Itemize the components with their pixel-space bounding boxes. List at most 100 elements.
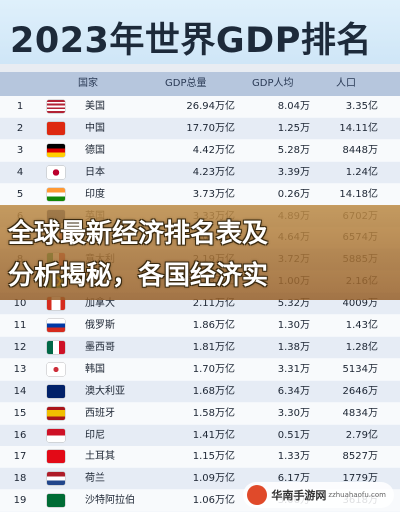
au-flag-icon — [47, 384, 65, 398]
overlay-line-1: 全球最新经济排名表及 — [8, 219, 269, 249]
rank-cell: 16 — [13, 429, 27, 441]
per-capita-cell: 1.33万 — [277, 451, 310, 463]
de-flag-icon — [47, 143, 65, 157]
population-cell: 1.24亿 — [345, 166, 378, 178]
gdp-cell: 1.15万亿 — [192, 451, 235, 463]
population-cell: 14.18亿 — [339, 188, 378, 200]
header-country: 国家 — [78, 78, 98, 89]
population-cell: 1779万 — [342, 473, 378, 485]
table-row: 3 德国 4.42万亿 5.28万 8448万 — [0, 139, 400, 161]
table-header: 国家 GDP总量 GDP人均 人口 — [0, 72, 400, 96]
page-title: 2023年世界GDP排名 — [10, 21, 372, 61]
header-gdp: GDP总量 — [165, 78, 207, 89]
rank-cell: 14 — [13, 385, 27, 397]
table-row: 12 墨西哥 1.81万亿 1.38万 1.28亿 — [0, 336, 400, 358]
rank-cell: 3 — [16, 144, 24, 156]
table-row: 14 澳大利亚 1.68万亿 6.34万 2646万 — [0, 380, 400, 402]
country-cell: 印尼 — [85, 429, 105, 441]
country-cell: 墨西哥 — [85, 341, 115, 353]
population-cell: 8448万 — [342, 144, 378, 156]
nl-flag-icon — [47, 472, 65, 486]
country-cell: 西班牙 — [85, 407, 115, 419]
gdp-cell: 1.41万亿 — [192, 429, 235, 441]
es-flag-icon — [47, 406, 65, 420]
title-overlay-banner: 全球最新经济排名表及 分析揭秘，各国经济实 — [0, 205, 400, 300]
rank-cell: 13 — [13, 363, 27, 375]
per-capita-cell: 6.34万 — [277, 385, 310, 397]
population-cell: 1.28亿 — [345, 341, 378, 353]
rank-cell: 15 — [13, 407, 27, 419]
country-cell: 美国 — [85, 101, 105, 112]
country-cell: 沙特阿拉伯 — [85, 495, 135, 507]
gdp-cell: 4.23万亿 — [192, 166, 235, 178]
population-cell: 5134万 — [342, 363, 378, 375]
country-cell: 印度 — [85, 188, 105, 200]
rank-cell: 4 — [16, 166, 24, 178]
population-cell: 2646万 — [342, 385, 378, 397]
table-row: 4 日本 4.23万亿 3.39万 1.24亿 — [0, 161, 400, 183]
watermark: 华南手游网 zzhuahaofu.com — [243, 482, 394, 508]
rank-cell: 12 — [13, 341, 27, 353]
overlay-line-2: 分析揭秘，各国经济实 — [8, 261, 269, 291]
population-cell: 14.11亿 — [339, 122, 378, 134]
rank-cell: 2 — [16, 122, 24, 134]
per-capita-cell: 3.30万 — [277, 407, 310, 419]
country-cell: 土耳其 — [85, 451, 115, 463]
country-cell: 加拿大 — [85, 298, 115, 310]
rank-cell: 19 — [13, 495, 27, 507]
table-row: 11 俄罗斯 1.86万亿 1.30万 1.43亿 — [0, 315, 400, 336]
ca-flag-icon — [47, 297, 65, 311]
sa-flag-icon — [47, 494, 65, 508]
ru-flag-icon — [47, 319, 65, 332]
gdp-cell: 1.09万亿 — [192, 473, 235, 485]
per-capita-cell: 1.38万 — [277, 341, 310, 353]
gdp-cell: 1.68万亿 — [192, 385, 235, 397]
rank-cell: 17 — [13, 451, 27, 463]
rank-cell: 10 — [13, 298, 27, 310]
population-cell: 2.79亿 — [345, 429, 378, 441]
table-row: 2 中国 17.70万亿 1.25万 14.11亿 — [0, 117, 400, 139]
title-bar: 2023年世界GDP排名 — [0, 0, 400, 64]
kr-flag-icon — [47, 362, 65, 376]
mx-flag-icon — [47, 340, 65, 354]
gdp-cell: 1.06万亿 — [192, 495, 235, 507]
country-cell: 中国 — [85, 122, 105, 134]
table-row: 1 美国 26.94万亿 8.04万 3.35亿 — [0, 96, 400, 117]
country-cell: 韩国 — [85, 363, 105, 375]
per-capita-cell: 8.04万 — [277, 101, 310, 112]
rank-cell: 5 — [16, 188, 24, 200]
country-cell: 日本 — [85, 166, 105, 178]
in-flag-icon — [47, 187, 65, 201]
gdp-cell: 1.58万亿 — [192, 407, 235, 419]
country-cell: 俄罗斯 — [85, 320, 115, 331]
per-capita-cell: 0.26万 — [277, 188, 310, 200]
per-capita-cell: 5.28万 — [277, 144, 310, 156]
table-row: 5 印度 3.73万亿 0.26万 14.18亿 — [0, 183, 400, 205]
per-capita-cell: 0.51万 — [277, 429, 310, 441]
gdp-cell: 4.42万亿 — [192, 144, 235, 156]
table-row: 17 土耳其 1.15万亿 1.33万 8527万 — [0, 446, 400, 468]
country-cell: 德国 — [85, 144, 105, 156]
population-cell: 3.35亿 — [345, 101, 378, 112]
cn-flag-icon — [47, 121, 65, 135]
country-cell: 荷兰 — [85, 473, 105, 485]
header-per-capita: GDP人均 — [252, 78, 294, 89]
gdp-cell: 26.94万亿 — [186, 101, 235, 112]
gdp-cell: 1.70万亿 — [192, 363, 235, 375]
rank-cell: 18 — [13, 473, 27, 485]
per-capita-cell: 1.25万 — [277, 122, 310, 134]
tr-flag-icon — [47, 450, 65, 464]
jp-flag-icon — [47, 165, 65, 179]
gdp-cell: 2.11万亿 — [192, 298, 235, 310]
rank-cell: 11 — [13, 320, 27, 331]
per-capita-cell: 3.31万 — [277, 363, 310, 375]
table-row: 16 印尼 1.41万亿 0.51万 2.79亿 — [0, 424, 400, 446]
watermark-text: 华南手游网 — [271, 489, 327, 502]
per-capita-cell: 6.17万 — [277, 473, 310, 485]
header-population: 人口 — [336, 78, 356, 89]
population-cell: 8527万 — [342, 451, 378, 463]
gdp-cell: 1.86万亿 — [192, 320, 235, 331]
per-capita-cell: 3.39万 — [277, 166, 310, 178]
rank-cell: 1 — [16, 101, 24, 112]
gdp-cell: 17.70万亿 — [186, 122, 235, 134]
